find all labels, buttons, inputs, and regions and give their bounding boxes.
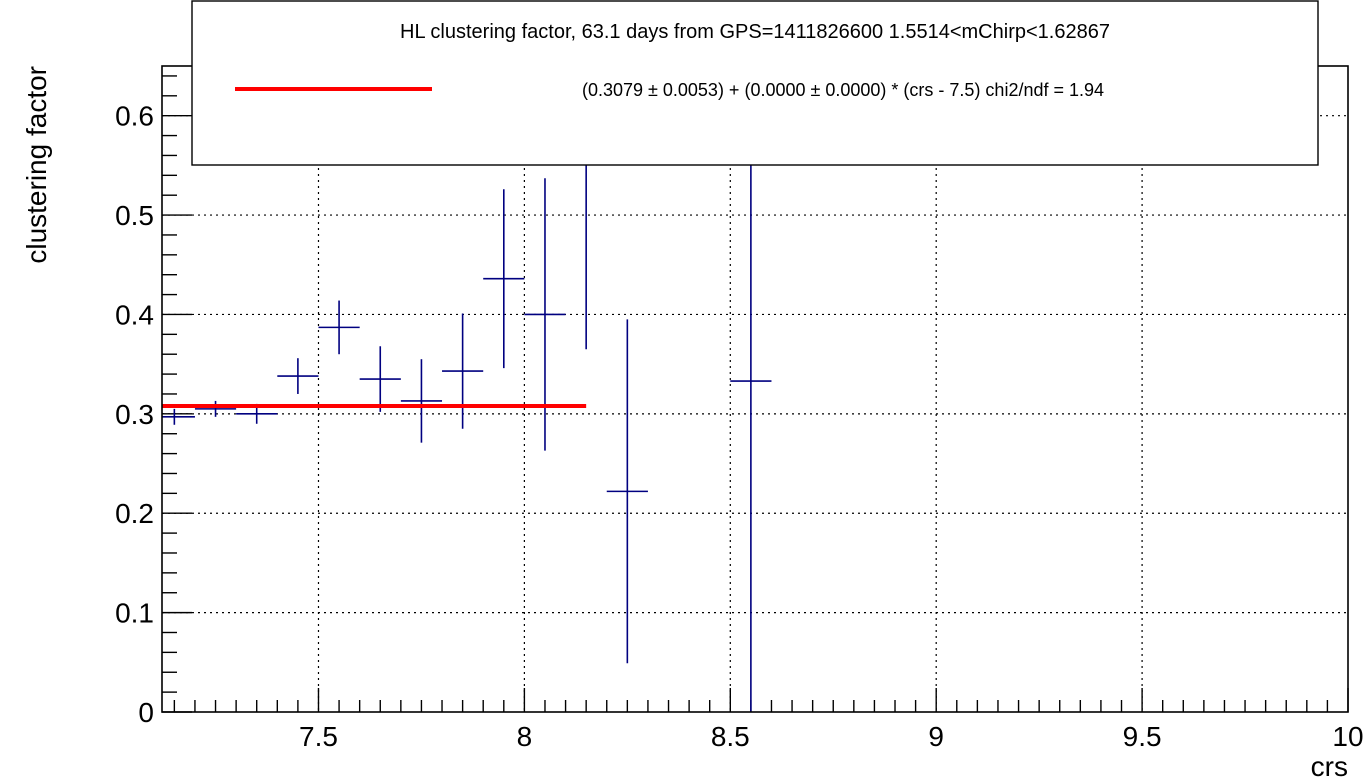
x-tick-label: 9.5 <box>1123 721 1162 752</box>
y-tick-label: 0 <box>138 697 154 728</box>
y-tick-label: 0.6 <box>115 101 154 132</box>
data-point <box>318 300 360 355</box>
y-tick-label: 0.2 <box>115 498 154 529</box>
x-tick-label: 9 <box>928 721 944 752</box>
data-point <box>730 66 772 712</box>
data-point <box>524 178 566 451</box>
x-axis-title: crs <box>1311 751 1348 782</box>
data-point <box>194 400 237 417</box>
legend-title: HL clustering factor, 63.1 days from GPS… <box>400 21 1110 43</box>
data-point <box>483 189 525 369</box>
x-tick-label: 7.5 <box>299 721 338 752</box>
axes <box>162 75 1349 713</box>
data-point <box>162 408 195 425</box>
data-point <box>442 313 484 429</box>
data-point <box>606 319 648 664</box>
y-tick-label: 0.4 <box>115 299 154 330</box>
x-tick-label: 8.5 <box>711 721 750 752</box>
legend-entry: (0.3079 ± 0.0053) + (0.0000 ± 0.0000) * … <box>582 80 1104 100</box>
data-point <box>400 359 443 443</box>
x-tick-label: 10 <box>1332 721 1363 752</box>
y-tick-label: 0.5 <box>115 200 154 231</box>
legend-box <box>191 0 1319 166</box>
y-tick-label: 0.1 <box>115 598 154 629</box>
data-point <box>277 358 319 394</box>
y-axis-title: clustering factor <box>21 66 52 264</box>
tick-labels: 7.5 8 8.5 9 9.5 10 0 0.1 0.2 0.3 0.4 0.5 0.6 <box>115 101 1364 752</box>
y-tick-label: 0.3 <box>115 399 154 430</box>
x-tick-label: 8 <box>517 721 533 752</box>
legend: HL clustering factor, 63.1 days from GPS… <box>191 0 1319 166</box>
data-point <box>359 346 401 412</box>
